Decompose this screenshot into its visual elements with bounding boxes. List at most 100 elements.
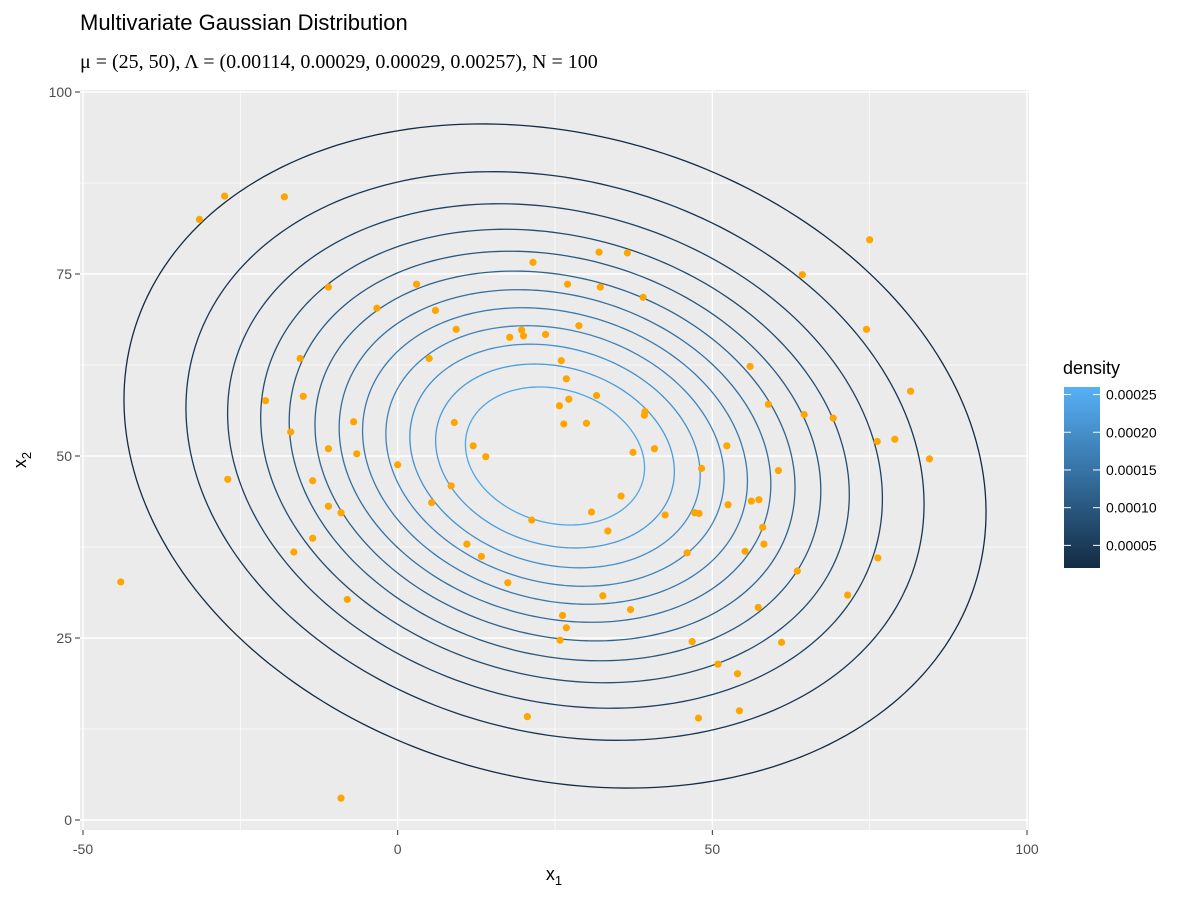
data-point xyxy=(350,418,358,426)
data-point xyxy=(599,592,607,600)
data-point xyxy=(759,523,767,531)
contour-line xyxy=(288,250,822,662)
data-point xyxy=(541,330,550,339)
legend-tick-label: 0.00015 xyxy=(1106,462,1157,478)
data-point xyxy=(447,482,455,490)
contour-line xyxy=(385,325,725,587)
data-point xyxy=(755,496,763,504)
contour-line xyxy=(314,270,796,642)
data-point xyxy=(477,552,485,561)
legend: density 0.000050.000100.000150.000200.00… xyxy=(1063,358,1157,568)
y-axis-title-subscript: 2 xyxy=(19,452,34,459)
contour-line xyxy=(338,289,772,623)
data-point xyxy=(523,713,531,721)
data-point xyxy=(623,249,631,257)
data-point xyxy=(394,461,402,469)
data-point xyxy=(906,387,915,395)
data-point xyxy=(506,333,514,341)
data-point xyxy=(694,714,703,722)
data-point xyxy=(431,306,440,314)
data-point xyxy=(324,502,333,510)
data-point xyxy=(469,442,477,450)
contour-line xyxy=(361,307,749,605)
chart-title: Multivariate Gaussian Distribution xyxy=(80,10,408,35)
data-point xyxy=(519,332,528,340)
data-point xyxy=(452,325,460,333)
data-point xyxy=(299,392,307,400)
data-point xyxy=(760,540,768,548)
data-point xyxy=(592,391,601,400)
data-point xyxy=(746,362,754,371)
data-point xyxy=(723,442,731,450)
data-point xyxy=(724,501,732,509)
data-point xyxy=(425,354,433,363)
data-point xyxy=(925,455,934,463)
data-point xyxy=(373,304,381,312)
data-point xyxy=(412,280,421,288)
data-point xyxy=(661,511,669,519)
chart-subtitle: μ = (25, 50), Λ = (0.00114, 0.00029, 0.0… xyxy=(80,51,598,73)
contour-line xyxy=(464,386,646,526)
data-point xyxy=(639,293,647,301)
data-point xyxy=(604,527,612,535)
x-axis-title-base: x xyxy=(546,864,555,884)
legend-tick-label: 0.00025 xyxy=(1106,387,1157,403)
data-point xyxy=(798,271,806,279)
contour-line xyxy=(123,123,987,789)
data-point xyxy=(626,606,635,614)
data-point xyxy=(596,283,604,291)
data-point xyxy=(221,192,229,200)
data-point xyxy=(565,395,573,403)
contour-line xyxy=(409,343,701,569)
data-point xyxy=(556,636,564,644)
data-point xyxy=(482,453,490,461)
data-point xyxy=(747,497,755,505)
data-point xyxy=(562,624,570,632)
data-point xyxy=(774,466,783,475)
y-tick-label: 0 xyxy=(64,812,72,828)
data-point xyxy=(695,509,703,518)
legend-tick-label: 0.00005 xyxy=(1106,537,1157,553)
data-point xyxy=(261,397,270,405)
data-point xyxy=(844,591,852,599)
data-point xyxy=(337,794,345,802)
x-axis-title-subscript: 1 xyxy=(555,873,562,888)
legend-tick-label: 0.00020 xyxy=(1106,424,1157,440)
data-point xyxy=(741,547,749,555)
data-point xyxy=(309,534,317,542)
data-point xyxy=(575,322,583,330)
data-point xyxy=(862,325,871,333)
data-point xyxy=(428,498,436,507)
data-point xyxy=(735,707,743,715)
data-point xyxy=(337,509,345,517)
data-point xyxy=(764,400,772,408)
x-tick-labels: -50 0 50 100 xyxy=(73,841,1039,857)
data-point xyxy=(866,236,874,244)
data-point xyxy=(560,420,568,428)
data-point xyxy=(290,548,298,556)
data-point xyxy=(754,603,762,612)
data-point xyxy=(555,402,564,410)
y-tick-label: 50 xyxy=(56,448,72,464)
data-point xyxy=(296,354,304,363)
data-point xyxy=(829,414,837,422)
x-tick-label: -50 xyxy=(73,841,93,857)
x-tick-label: 0 xyxy=(394,841,402,857)
legend-title: density xyxy=(1063,358,1120,378)
data-point xyxy=(800,410,808,419)
data-point xyxy=(777,638,786,646)
data-points xyxy=(117,192,934,802)
data-point xyxy=(891,435,899,443)
contour-line xyxy=(226,203,884,709)
data-point xyxy=(793,567,801,575)
x-tick-label: 50 xyxy=(705,841,721,857)
data-point xyxy=(117,578,125,586)
data-point xyxy=(450,418,458,427)
data-point xyxy=(504,579,512,587)
legend-ticks: 0.00005 0.00010 0.00015 0.00020 0.00025 xyxy=(1064,387,1157,553)
data-point xyxy=(582,419,591,427)
data-point xyxy=(324,445,333,453)
data-point xyxy=(587,508,596,516)
data-point xyxy=(688,638,696,646)
